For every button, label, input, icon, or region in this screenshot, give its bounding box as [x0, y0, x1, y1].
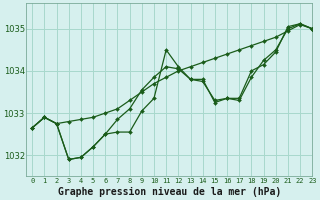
X-axis label: Graphe pression niveau de la mer (hPa): Graphe pression niveau de la mer (hPa)	[58, 186, 281, 197]
